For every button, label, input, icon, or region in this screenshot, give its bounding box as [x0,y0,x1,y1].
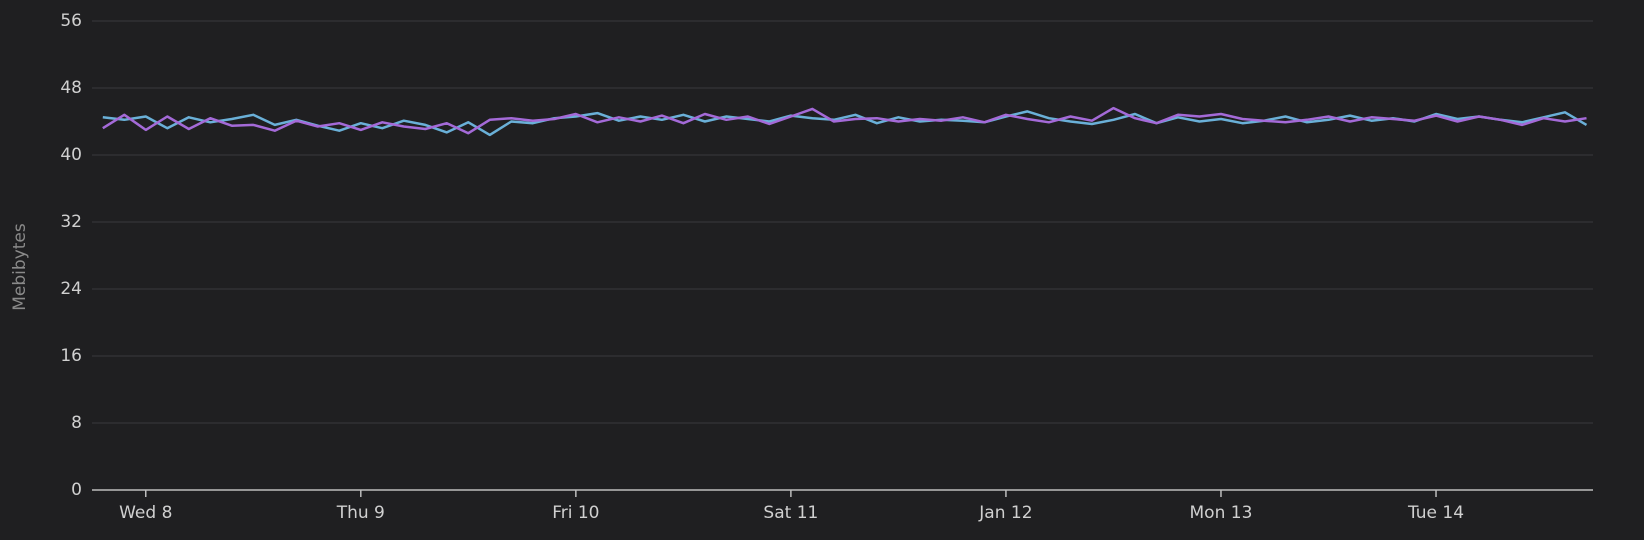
x-tick-label: Tue 14 [1407,503,1464,523]
x-tick-label: Sat 11 [763,503,818,523]
y-tick-label: 0 [71,480,82,500]
line-series [102,106,1587,135]
x-tick-label: Fri 10 [552,503,599,523]
y-tick-label: 8 [71,413,82,433]
y-tick-label: 32 [60,212,82,232]
y-tick-label: 56 [60,11,82,31]
y-tick-label: 48 [60,78,82,98]
x-tick-label: Thu 9 [336,503,385,523]
x-tick-label: Jan 12 [978,503,1032,523]
y-axis-label: Mebibytes [10,223,30,311]
y-tick-label: 40 [60,145,82,165]
y-tick-label: 16 [60,346,82,366]
x-tick-label: Wed 8 [119,503,172,523]
y-tick-label: 24 [60,279,82,299]
x-tick-label: Mon 13 [1190,503,1253,523]
